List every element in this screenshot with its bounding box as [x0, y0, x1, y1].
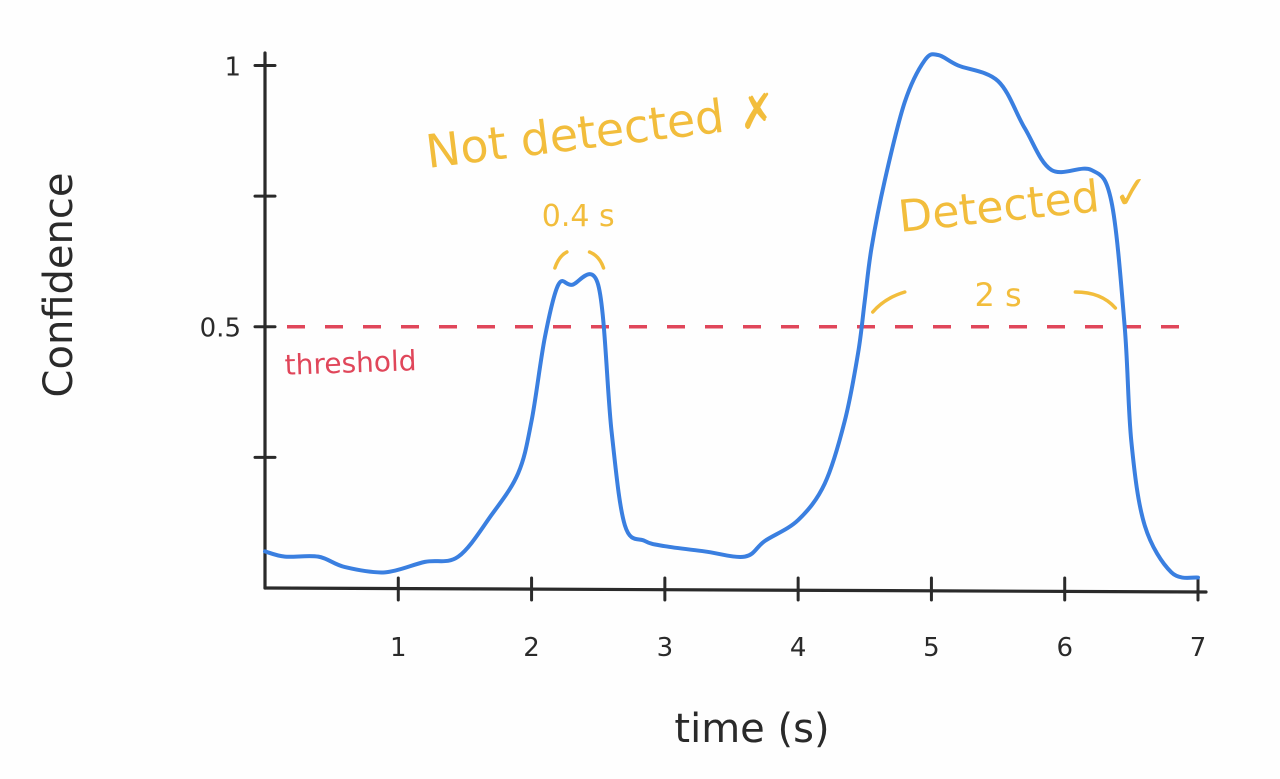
- y-tick-label: 1: [224, 52, 241, 82]
- detected-duration: 2 s: [974, 276, 1021, 314]
- y-tick-label: 0.5: [200, 314, 241, 344]
- confidence-curve: [263, 52, 1200, 580]
- not-detected-duration: 0.4 s: [542, 199, 615, 234]
- threshold-label: threshold: [284, 344, 417, 382]
- not-detected-bracket-left: [553, 250, 569, 270]
- x-tick-label: 7: [1190, 633, 1207, 663]
- detected-bracket-right: [1073, 290, 1118, 310]
- x-axis-label: time (s): [674, 706, 829, 752]
- x-axis: [263, 586, 1208, 594]
- x-tick-label: 5: [923, 633, 940, 663]
- x-tick-label: 4: [790, 633, 807, 663]
- not-detected-bracket-right: [587, 250, 606, 270]
- not-detected-label: Not detected ✗: [423, 82, 780, 179]
- x-tick-label: 6: [1056, 633, 1073, 663]
- detected-bracket-left: [871, 290, 907, 314]
- x-tick-label: 3: [657, 633, 674, 663]
- x-tick-label: 1: [390, 633, 407, 663]
- y-axis-label: Confidence: [36, 173, 82, 398]
- x-tick-label: 2: [523, 633, 540, 663]
